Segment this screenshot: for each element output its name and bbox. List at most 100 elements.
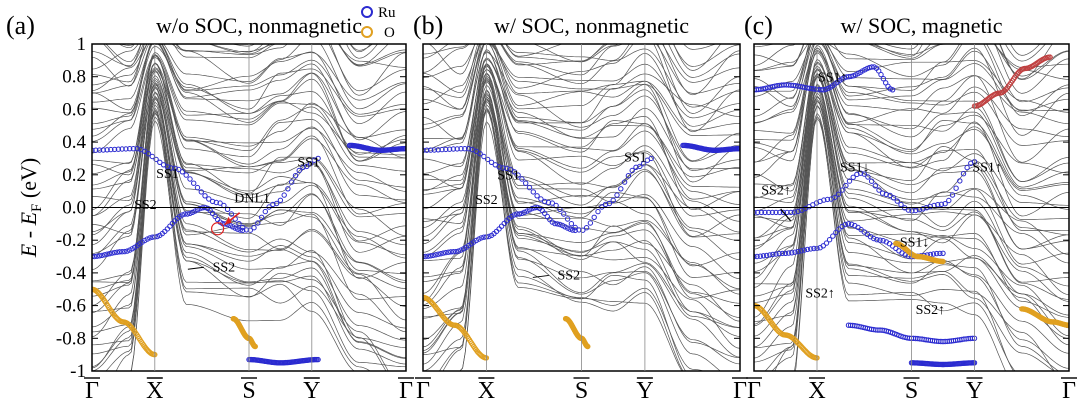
surface-state-point [281, 192, 287, 198]
bulk-band [92, 0, 406, 11]
surface-state-point [270, 201, 276, 208]
surface-state-point [96, 253, 103, 259]
surface-state-point [448, 249, 454, 255]
surface-state-point [762, 209, 768, 216]
surface-state-point [511, 169, 517, 175]
surface-state-point [498, 223, 505, 229]
surface-state-point [485, 156, 491, 163]
surface-state-point [780, 209, 787, 216]
surface-state-point [811, 245, 817, 252]
surface-state-point [580, 227, 586, 233]
surface-state-point [874, 237, 880, 243]
surface-state-point [111, 146, 118, 153]
surface-state-point [292, 173, 299, 179]
bulk-band [754, 0, 1069, 11]
surface-state-point [122, 248, 128, 255]
surface-state-point [514, 211, 520, 217]
surface-state-point [762, 85, 769, 92]
surface-state-point [307, 161, 314, 167]
surface-state-point [880, 76, 887, 82]
bulk-band [1004, 44, 1046, 62]
surface-state-point [450, 249, 457, 255]
surface-state-point [846, 178, 853, 184]
surface-state-point [516, 211, 523, 217]
surface-state-point [198, 189, 205, 195]
surface-state-point [147, 235, 153, 241]
surface-state-point [439, 146, 445, 153]
surface-state-point [427, 147, 434, 153]
panel-letter: (a) [6, 11, 35, 40]
surface-state-point [552, 220, 558, 227]
surface-state-point [440, 250, 446, 256]
surface-state-point [236, 221, 242, 227]
surface-state-point [521, 209, 528, 216]
surface-state-point [443, 249, 449, 256]
surface-state-point [937, 250, 943, 257]
panel-letter: (c) [744, 11, 773, 40]
ytick-label: -0.2 [56, 230, 86, 251]
surface-state-point [934, 250, 940, 257]
surface-state-point [114, 249, 120, 255]
panel-a: -1 -0.8 -0.6 -0.4 -0.2 0.0 0.2 0.4 0.6 0.8 1 Γ X S Y Γ (… [6, 0, 414, 404]
panel-letter: (b) [413, 11, 443, 40]
surface-state-point [130, 146, 137, 152]
ytick-label: 0.0 [62, 198, 86, 219]
surface-state-point [848, 73, 854, 80]
surface-state-point [887, 192, 893, 199]
surface-state-point [519, 210, 525, 217]
surface-state-point [880, 238, 886, 244]
surface-state-point [164, 226, 171, 232]
annotation-label: SS1 [297, 156, 320, 171]
surface-state-point [595, 208, 601, 215]
bulk-band [92, 0, 406, 8]
surface-state-point [564, 225, 571, 231]
surface-state-point [791, 209, 798, 215]
surface-state-point [839, 187, 845, 193]
surface-state-point [101, 252, 108, 258]
surface-state-point [109, 250, 115, 256]
kpoint-label: Γ [416, 378, 430, 404]
surface-state-point [789, 250, 795, 256]
surface-state-point [876, 187, 882, 193]
surface-state-point [194, 184, 201, 191]
surface-state-point [111, 249, 118, 256]
surface-state-point [228, 211, 235, 217]
surface-state-point [119, 249, 125, 255]
surface-state-point [473, 148, 479, 155]
surface-state-point [450, 146, 457, 152]
kpoint-label: S [242, 378, 255, 404]
surface-state-point [562, 224, 568, 230]
surface-state-point [935, 202, 941, 208]
surface-state-point [93, 147, 99, 153]
surface-state-point [446, 146, 453, 152]
surface-state-point [769, 209, 776, 216]
surface-state-point [252, 343, 259, 350]
surface-state-point [776, 250, 782, 257]
surface-state-point [443, 146, 449, 153]
surface-state-point [585, 343, 591, 350]
surface-state-point [289, 179, 295, 185]
surface-state-point [179, 169, 186, 175]
surface-state-point [237, 227, 243, 233]
surface-state-point [614, 192, 620, 198]
surface-state-point [549, 200, 555, 206]
bulk-band [683, 44, 717, 50]
bulk-band [346, 44, 379, 59]
surface-state-point [424, 147, 430, 153]
surface-state-point [832, 194, 838, 201]
surface-state-point [833, 229, 839, 236]
surface-state-point [784, 209, 790, 216]
surface-state-point [930, 251, 937, 257]
surface-state-point [507, 166, 514, 173]
surface-state-point [119, 146, 125, 152]
surface-state-point [640, 161, 647, 167]
surface-state-point [202, 193, 208, 199]
surface-state-point [964, 164, 970, 171]
surface-state-point [478, 235, 484, 241]
surface-state-point [519, 176, 525, 182]
bulk-band [423, 0, 740, 14]
surface-state-point [868, 178, 875, 184]
bulk-band [118, 44, 373, 51]
surface-state-point [488, 159, 495, 166]
surface-state-point [876, 68, 882, 74]
